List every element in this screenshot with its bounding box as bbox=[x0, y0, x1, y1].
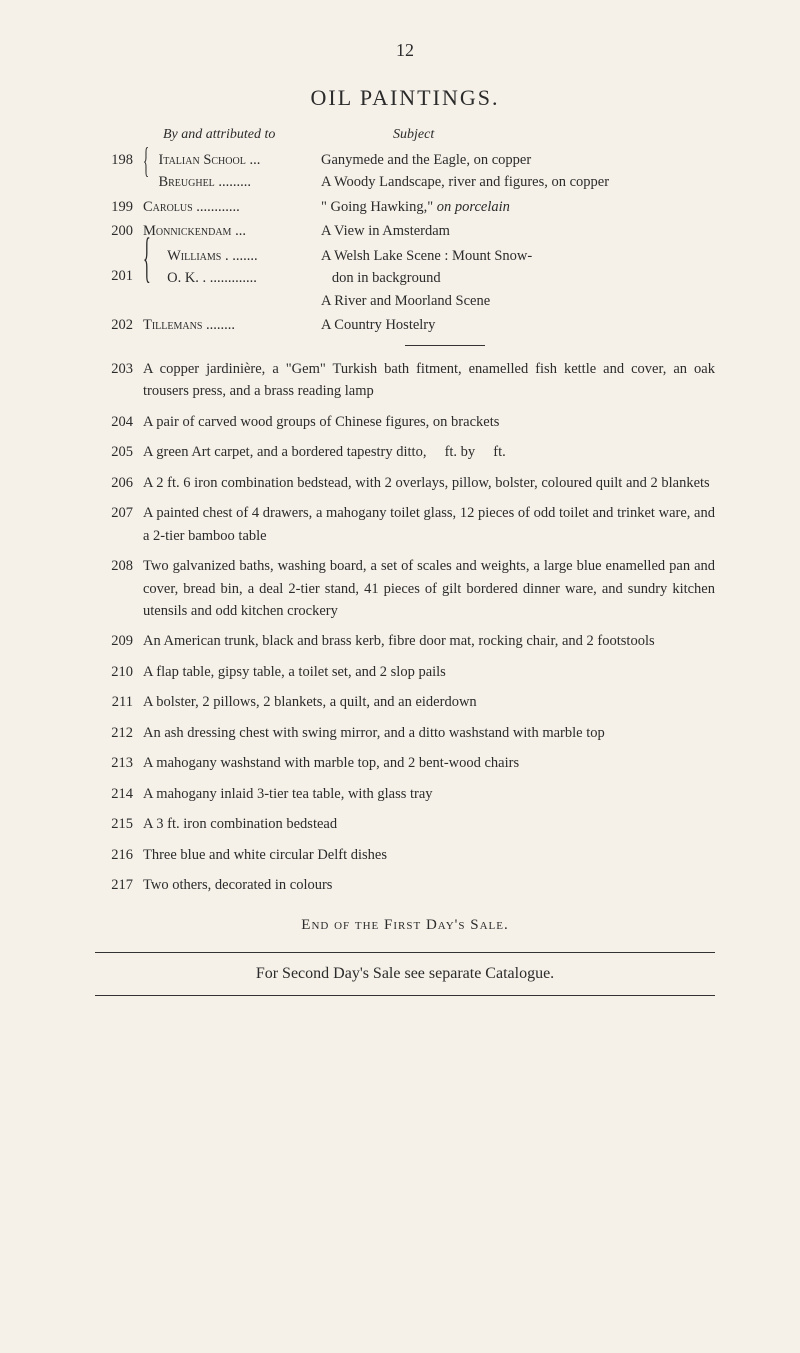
subject-text: A Welsh Lake Scene : Mount Snow- bbox=[321, 245, 715, 267]
lot-description: A pair of carved wood groups of Chinese … bbox=[143, 411, 715, 433]
lot-row: 206A 2 ft. 6 iron combination bedstead, … bbox=[95, 472, 715, 494]
artist-name: Breughel ......... bbox=[158, 171, 260, 193]
lot-row: 214A mahogany inlaid 3-tier tea table, w… bbox=[95, 783, 715, 805]
brace-icon: { bbox=[143, 238, 151, 319]
brace-icon: { bbox=[143, 142, 149, 200]
lot-number: 208 bbox=[95, 555, 143, 622]
page-number: 12 bbox=[95, 40, 715, 61]
lot-description: A mahogany washstand with marble top, an… bbox=[143, 752, 715, 774]
lot-number: 209 bbox=[95, 630, 143, 652]
lot-number: 207 bbox=[95, 502, 143, 547]
lot-description: A painted chest of 4 drawers, a mahogany… bbox=[143, 502, 715, 547]
horizontal-rule bbox=[95, 952, 715, 953]
catalogue-row: 200 Monnickendam ... A View in Amsterdam bbox=[95, 220, 715, 242]
header-author: By and attributed to bbox=[95, 127, 325, 143]
catalogue-row: 202 Tillemans ........ A Country Hostelr… bbox=[95, 314, 715, 336]
lot-description: A flap table, gipsy table, a toilet set,… bbox=[143, 661, 715, 683]
artist-name: Monnickendam ... bbox=[143, 220, 321, 242]
subject-text: don in background bbox=[321, 267, 715, 289]
lot-row: 205A green Art carpet, and a bordered ta… bbox=[95, 441, 715, 463]
lot-description: A 2 ft. 6 iron combination bedstead, wit… bbox=[143, 472, 715, 494]
lot-number: 203 bbox=[95, 358, 143, 403]
lot-row: 212An ash dressing chest with swing mirr… bbox=[95, 722, 715, 744]
lot-description: A bolster, 2 pillows, 2 blankets, a quil… bbox=[143, 691, 715, 713]
lot-number: 217 bbox=[95, 874, 143, 896]
footer-note: For Second Day's Sale see separate Catal… bbox=[95, 965, 715, 983]
lot-description: A mahogany inlaid 3-tier tea table, with… bbox=[143, 783, 715, 805]
lot-number: 198 bbox=[95, 149, 143, 194]
subject-text: A Country Hostelry bbox=[321, 314, 715, 336]
catalogue-row: 201 { Williams . ....... O. K. . .......… bbox=[95, 245, 715, 312]
lot-row: 204A pair of carved wood groups of Chine… bbox=[95, 411, 715, 433]
lot-number: 206 bbox=[95, 472, 143, 494]
header-subject: Subject bbox=[325, 127, 715, 143]
lot-number: 216 bbox=[95, 844, 143, 866]
lot-description: Two galvanized baths, washing board, a s… bbox=[143, 555, 715, 622]
lot-row: 207A painted chest of 4 drawers, a mahog… bbox=[95, 502, 715, 547]
lot-row: 216Three blue and white circular Delft d… bbox=[95, 844, 715, 866]
horizontal-rule bbox=[95, 995, 715, 996]
end-section-title: End of the First Day's Sale. bbox=[95, 917, 715, 934]
lot-description: A copper jardinière, a "Gem" Turkish bat… bbox=[143, 358, 715, 403]
lot-description: Three blue and white circular Delft dish… bbox=[143, 844, 715, 866]
lot-number: 201 bbox=[95, 245, 143, 312]
subject-text: A River and Moorland Scene bbox=[321, 290, 715, 312]
section-divider bbox=[405, 345, 485, 346]
lot-row: 208Two galvanized baths, washing board, … bbox=[95, 555, 715, 622]
lot-row: 209An American trunk, black and brass ke… bbox=[95, 630, 715, 652]
subject-text: A Woody Landscape, river and figures, on… bbox=[321, 171, 715, 193]
lot-description: An ash dressing chest with swing mirror,… bbox=[143, 722, 715, 744]
lot-number: 213 bbox=[95, 752, 143, 774]
artist-name: O. K. . ............. bbox=[167, 267, 258, 289]
lot-row: 215A 3 ft. iron combination bedstead bbox=[95, 813, 715, 835]
lot-number: 199 bbox=[95, 196, 143, 218]
column-headers: By and attributed to Subject bbox=[95, 127, 715, 143]
lot-row: 213A mahogany washstand with marble top,… bbox=[95, 752, 715, 774]
subject-text: A View in Amsterdam bbox=[321, 220, 715, 242]
lot-number: 211 bbox=[95, 691, 143, 713]
lot-number: 212 bbox=[95, 722, 143, 744]
lot-number: 210 bbox=[95, 661, 143, 683]
lot-row: 217Two others, decorated in colours bbox=[95, 874, 715, 896]
lot-number: 202 bbox=[95, 314, 143, 336]
catalogue-row: 199 Carolus ............ " Going Hawking… bbox=[95, 196, 715, 218]
lot-description: A green Art carpet, and a bordered tapes… bbox=[143, 441, 715, 463]
lot-description: Two others, decorated in colours bbox=[143, 874, 715, 896]
lot-number: 204 bbox=[95, 411, 143, 433]
subject-text: Ganymede and the Eagle, on copper bbox=[321, 149, 715, 171]
lot-row: 210A flap table, gipsy table, a toilet s… bbox=[95, 661, 715, 683]
lot-row: 203A copper jardinière, a "Gem" Turkish … bbox=[95, 358, 715, 403]
lot-row: 211A bolster, 2 pillows, 2 blankets, a q… bbox=[95, 691, 715, 713]
subject-text: " Going Hawking," on porcelain bbox=[321, 196, 715, 218]
lot-number: 200 bbox=[95, 220, 143, 242]
lot-number: 214 bbox=[95, 783, 143, 805]
artist-name: Williams . ....... bbox=[167, 245, 258, 267]
lot-number: 205 bbox=[95, 441, 143, 463]
artist-name: Carolus ............ bbox=[143, 196, 321, 218]
main-title: OIL PAINTINGS. bbox=[95, 85, 715, 111]
catalogue-row: 198 { Italian School ... Breughel ......… bbox=[95, 149, 715, 194]
artist-name: Italian School ... bbox=[158, 149, 260, 171]
lot-description: An American trunk, black and brass kerb,… bbox=[143, 630, 715, 652]
lot-number: 215 bbox=[95, 813, 143, 835]
artist-name: Tillemans ........ bbox=[143, 314, 321, 336]
lot-description: A 3 ft. iron combination bedstead bbox=[143, 813, 715, 835]
